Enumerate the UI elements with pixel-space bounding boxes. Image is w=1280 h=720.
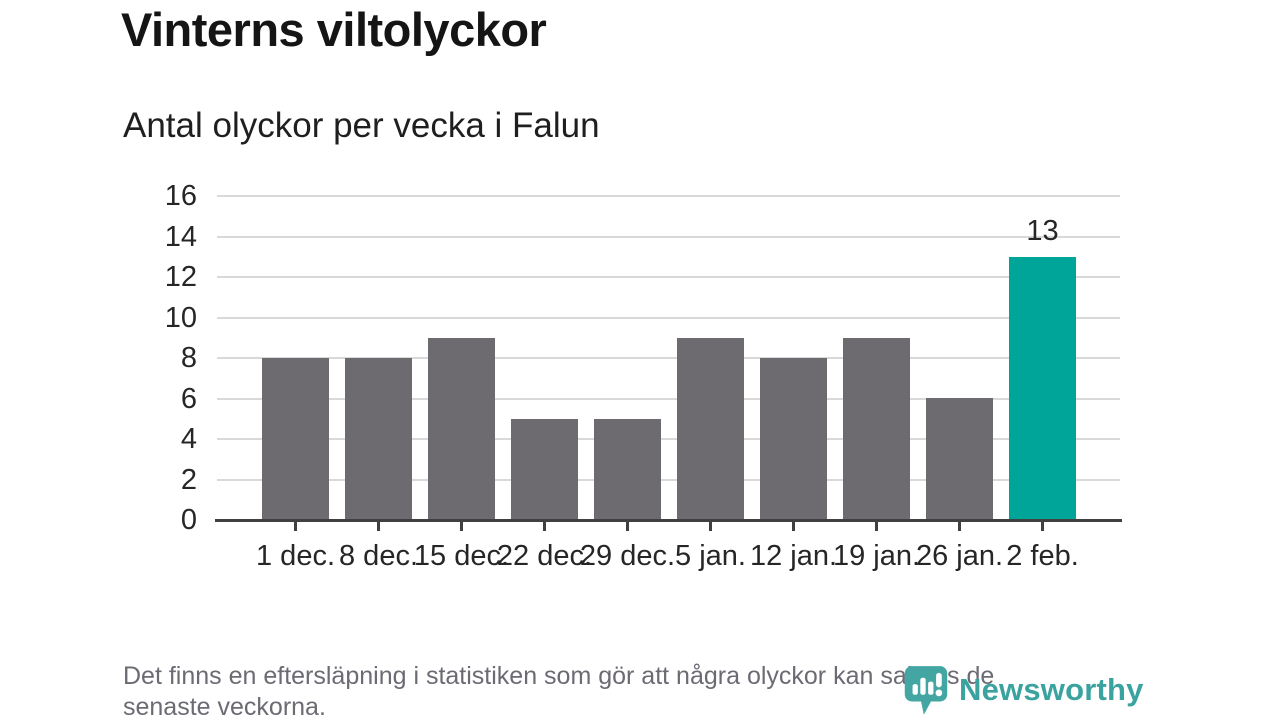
newsworthy-logo: Newsworthy <box>903 664 1144 716</box>
x-axis-line <box>215 519 1122 522</box>
x-axis-tick-label: 29 dec. <box>579 540 676 572</box>
bar <box>594 419 661 520</box>
x-axis-tick <box>460 522 463 531</box>
x-axis-tick-label: 19 jan. <box>832 540 921 572</box>
x-axis-tick <box>543 522 546 531</box>
x-axis-tick-label: 8 dec. <box>339 540 418 572</box>
y-axis-tick-label: 6 <box>180 382 197 415</box>
gridline <box>217 438 1120 440</box>
gridline <box>217 397 1120 400</box>
bar <box>926 398 993 520</box>
plot-area <box>217 195 1120 520</box>
bar <box>511 419 578 520</box>
x-axis-tick <box>792 522 795 531</box>
x-axis-tick-label: 1 dec. <box>256 540 335 572</box>
footnote-line-2: senaste veckorna. <box>123 693 326 720</box>
y-axis-tick-label: 8 <box>180 342 197 374</box>
x-axis-tick <box>875 522 878 531</box>
gridline <box>217 316 1120 319</box>
x-axis-tick <box>377 522 380 531</box>
chart-subtitle: Antal olyckor per vecka i Falun <box>123 106 600 145</box>
x-axis-tick-label: 22 dec. <box>496 540 593 572</box>
bar-value-label: 13 <box>1026 214 1059 247</box>
bar <box>345 358 412 520</box>
x-axis-tick-label: 2 feb. <box>1006 540 1079 572</box>
y-axis-tick-label: 2 <box>180 463 197 496</box>
y-axis-tick-label: 16 <box>164 180 197 212</box>
x-axis-tick <box>626 522 629 531</box>
bar <box>677 338 744 520</box>
bar <box>760 358 827 520</box>
bar <box>428 338 495 520</box>
x-axis-tick-label: 12 jan. <box>749 540 838 572</box>
bar-highlighted <box>1009 257 1076 520</box>
gridline <box>217 357 1120 359</box>
gridline <box>217 195 1120 197</box>
x-axis-tick-label: 15 dec. <box>413 540 510 572</box>
y-axis-tick-label: 12 <box>164 261 197 293</box>
gridline <box>217 478 1120 481</box>
newsworthy-bubble-chart-icon <box>904 666 948 715</box>
bar <box>843 338 910 520</box>
footnote: Det finns en eftersläpning i statistiken… <box>123 661 1163 720</box>
gridline <box>217 276 1120 278</box>
x-axis-tick <box>1041 522 1044 531</box>
y-axis-tick-label: 4 <box>180 423 197 455</box>
chart-title: Vinterns viltolyckor <box>121 3 547 56</box>
x-axis-tick-label: 26 jan. <box>915 540 1004 572</box>
bar <box>262 358 329 520</box>
x-axis-tick <box>294 522 297 531</box>
y-axis-tick-label: 10 <box>164 301 197 334</box>
x-axis-tick <box>709 522 712 531</box>
y-axis-tick-label: 14 <box>164 220 197 253</box>
y-axis-tick-label: 0 <box>180 504 197 536</box>
x-axis-tick <box>958 522 961 531</box>
footnote-line-1: Det finns en eftersläpning i statistiken… <box>123 662 995 690</box>
x-axis-tick-label: 5 jan. <box>675 540 746 572</box>
gridline <box>217 235 1120 238</box>
newsworthy-wordmark: Newsworthy <box>959 672 1144 707</box>
